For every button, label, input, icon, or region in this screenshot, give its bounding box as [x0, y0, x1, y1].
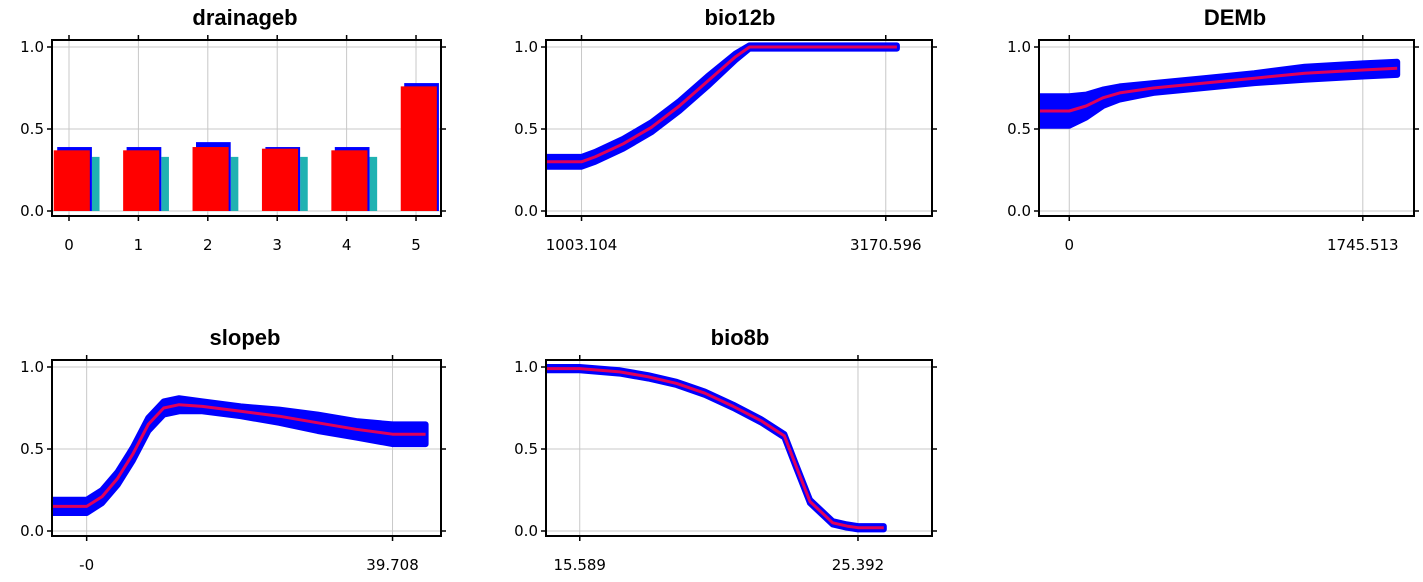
- x-tick-label: 15.589: [553, 556, 606, 574]
- x-tick-label: 3: [272, 236, 282, 254]
- bar-secondary: [161, 156, 169, 211]
- response-line: [1039, 66, 1398, 113]
- plot-frame: [1038, 39, 1415, 217]
- panel-slopeb: slopeb 0.0 0.5 1.0 -0 39.708: [20, 325, 446, 574]
- plot-frame: [51, 39, 442, 217]
- y-tick-label: 0.0: [514, 522, 538, 540]
- panel-title: drainageb: [192, 5, 297, 30]
- bar-response: [53, 150, 90, 211]
- grid: [1039, 40, 1414, 216]
- confidence-band: [546, 42, 900, 170]
- bar-response: [123, 150, 160, 211]
- y-tick-label: 1.0: [1007, 38, 1031, 56]
- confidence-band: [546, 364, 887, 533]
- y-tick-label: 0.5: [20, 120, 44, 138]
- x-tick-label: 1745.513: [1327, 236, 1399, 254]
- x-tick-label: 3170.596: [850, 236, 922, 254]
- bar-secondary: [91, 156, 100, 211]
- y-tick-label: 1.0: [20, 358, 44, 376]
- grid: [546, 360, 932, 536]
- grid: [52, 360, 441, 536]
- panel-drainageb: drainageb 0.0 0.5 1.0 0 1 2 3 4 5: [20, 5, 446, 254]
- plot-frame: [545, 359, 933, 537]
- plot-area: [546, 40, 932, 216]
- panel-demb: DEMb 0.0 0.5 1.0 0 1745.513: [1007, 5, 1419, 254]
- x-tick-label: 39.708: [366, 556, 419, 574]
- x-tick-label: 4: [342, 236, 352, 254]
- bar-secondary: [300, 156, 308, 211]
- x-tick-label: 2: [203, 236, 213, 254]
- response-line: [546, 367, 884, 530]
- response-line: [52, 403, 426, 508]
- bar-response: [400, 86, 437, 211]
- bar-response: [331, 150, 368, 211]
- plot-area: [52, 360, 441, 536]
- panel-title: bio12b: [705, 5, 776, 30]
- y-tick-label: 0.0: [514, 202, 538, 220]
- y-tick-label: 0.5: [514, 120, 538, 138]
- x-tick-label: 1: [134, 236, 144, 254]
- y-tick-label: 1.0: [20, 38, 44, 56]
- y-tick-label: 0.5: [514, 440, 538, 458]
- y-tick-label: 1.0: [514, 38, 538, 56]
- grid: [52, 40, 441, 216]
- y-tick-label: 0.5: [20, 440, 44, 458]
- y-tick-label: 0.0: [1007, 202, 1031, 220]
- panel-bio12b: bio12b 0.0 0.5 1.0 1003.104 3170.596: [514, 5, 937, 254]
- plot-area: [546, 360, 932, 536]
- bar-secondary: [369, 156, 378, 211]
- x-tick-label: 1003.104: [546, 236, 618, 254]
- response-line: [546, 45, 897, 164]
- x-tick-label: -0: [79, 556, 94, 574]
- bar-secondary: [230, 156, 239, 211]
- x-tick-label: 0: [64, 236, 74, 254]
- y-tick-label: 1.0: [514, 358, 538, 376]
- plot-frame: [51, 359, 442, 537]
- bar-response: [192, 147, 229, 211]
- panel-title: bio8b: [711, 325, 770, 350]
- confidence-band: [52, 395, 429, 516]
- y-tick-label: 0.0: [20, 522, 44, 540]
- y-tick-label: 0.0: [20, 202, 44, 220]
- plot-area: [52, 40, 441, 216]
- bar-response: [261, 148, 299, 211]
- x-tick-label: 0: [1064, 236, 1074, 254]
- panel-bio8b: bio8b 0.0 0.5 1.0 15.589 25.392: [514, 325, 937, 574]
- confidence-band: [1039, 58, 1401, 129]
- x-tick-label: 25.392: [832, 556, 885, 574]
- x-tick-label: 5: [411, 236, 421, 254]
- grid: [546, 40, 932, 216]
- plot-frame: [545, 39, 933, 217]
- plot-area: [1039, 40, 1414, 216]
- y-tick-label: 0.5: [1007, 120, 1031, 138]
- panel-title: slopeb: [210, 325, 281, 350]
- panel-title: DEMb: [1204, 5, 1266, 30]
